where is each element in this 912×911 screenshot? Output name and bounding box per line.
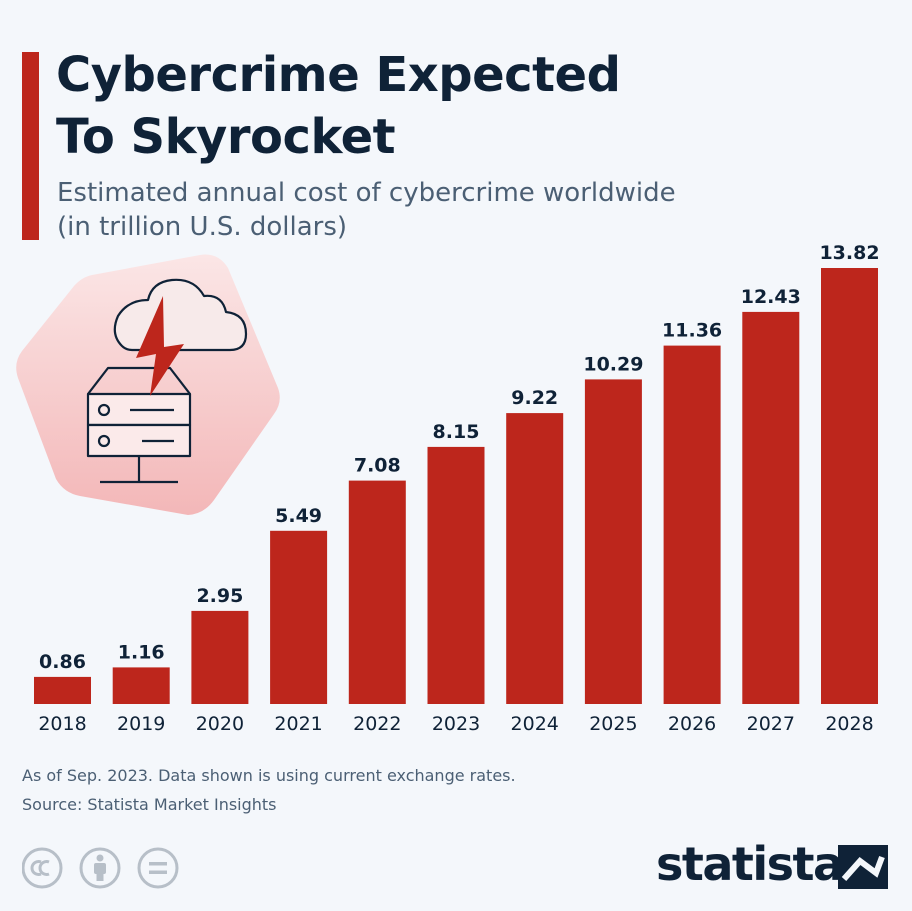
- value-label-2027: 12.43: [741, 286, 801, 308]
- bars-group: [34, 268, 878, 704]
- chart-subtitle-line1: Estimated annual cost of cybercrime worl…: [57, 178, 676, 208]
- statista-logo-icon: [838, 845, 888, 889]
- chart-subtitle: Estimated annual cost of cybercrime worl…: [57, 176, 877, 244]
- footnote: As of Sep. 2023. Data shown is using cur…: [22, 766, 516, 785]
- value-label-2023: 8.15: [433, 421, 480, 443]
- x-tick-2026: 2026: [668, 713, 716, 735]
- value-label-2028: 13.82: [819, 242, 879, 264]
- cc-icon[interactable]: [22, 847, 63, 889]
- illustration-hexagon-background: [16, 254, 280, 516]
- title-accent-bar: [22, 52, 39, 240]
- bar-2018: [34, 676, 91, 704]
- value-label-2020: 2.95: [196, 585, 243, 607]
- chart-subtitle-line2: (in trillion U.S. dollars): [57, 212, 348, 242]
- bar-2025: [584, 379, 642, 704]
- x-tick-2023: 2023: [432, 713, 480, 735]
- x-tick-2027: 2027: [747, 713, 795, 735]
- x-axis-tick-labels: 2018 2019 2020 2021 2022 2023 2024 2025 2026 2027…: [38, 713, 873, 735]
- value-label-2021: 5.49: [275, 505, 322, 527]
- license-icons: [22, 847, 179, 889]
- x-tick-2021: 2021: [274, 713, 322, 735]
- lightning-bolt-icon: [136, 296, 184, 396]
- bar-2021: [270, 530, 328, 704]
- bar-2027: [742, 311, 800, 704]
- chart-title-line2: To Skyrocket: [56, 109, 396, 165]
- x-tick-2028: 2028: [825, 713, 873, 735]
- value-label-2025: 10.29: [583, 353, 643, 375]
- bar-2019: [112, 667, 170, 704]
- x-tick-2019: 2019: [117, 713, 165, 735]
- value-label-2018: 0.86: [39, 651, 86, 673]
- value-labels-group: 0.86 1.16 2.95 5.49 7.08 8.15 9.22 10.29 11.36 12…: [39, 242, 880, 673]
- bar-2023: [427, 446, 485, 704]
- bar-2028: [821, 268, 878, 704]
- x-tick-2025: 2025: [589, 713, 637, 735]
- attribution-icon[interactable]: [79, 847, 121, 889]
- bar-2022: [348, 480, 406, 704]
- x-tick-2022: 2022: [353, 713, 401, 735]
- bar-2024: [506, 413, 564, 704]
- bar-2026: [663, 345, 721, 704]
- chart-title-line1: Cybercrime Expected: [56, 47, 621, 103]
- no-derivatives-icon[interactable]: [137, 847, 179, 889]
- x-tick-2024: 2024: [511, 713, 559, 735]
- source-note: Source: Statista Market Insights: [22, 795, 277, 814]
- server-illustration: [16, 254, 280, 516]
- value-label-2026: 11.36: [662, 320, 722, 342]
- value-label-2019: 1.16: [118, 641, 165, 663]
- value-label-2024: 9.22: [511, 387, 558, 409]
- bar-2020: [191, 610, 249, 704]
- x-tick-2020: 2020: [196, 713, 244, 735]
- x-tick-2018: 2018: [38, 713, 86, 735]
- value-label-2022: 7.08: [354, 455, 401, 477]
- server-icon: [86, 366, 192, 484]
- statista-logo-text[interactable]: statista: [656, 837, 844, 891]
- chart-title: Cybercrime Expected To Skyrocket: [56, 44, 876, 168]
